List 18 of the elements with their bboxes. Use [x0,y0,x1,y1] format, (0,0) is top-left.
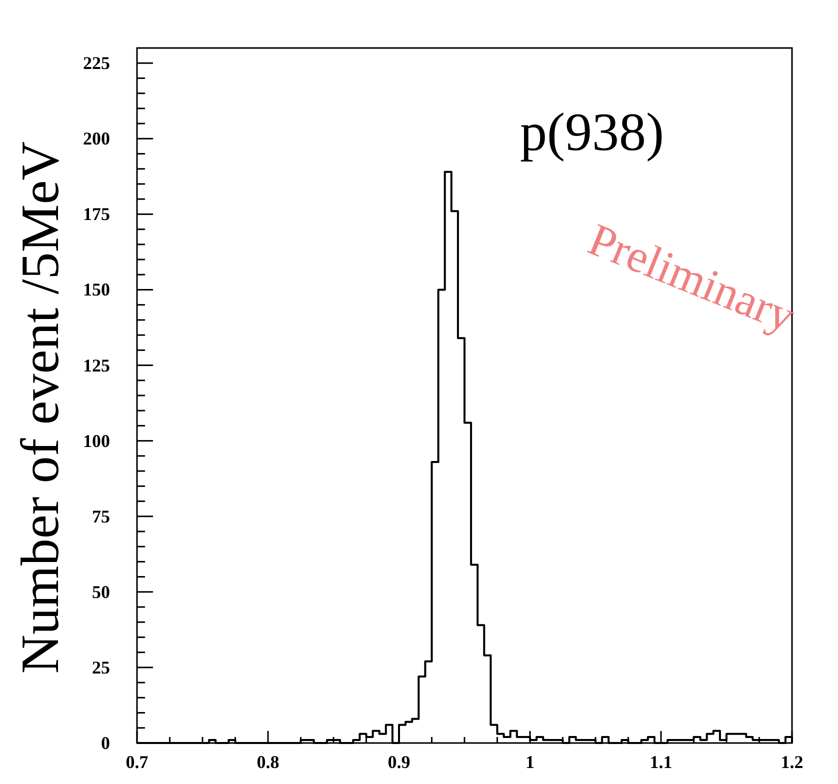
x-tick-label: 1.1 [650,752,672,772]
y-tick-label: 225 [83,53,110,74]
x-tick-label: 0.9 [388,752,410,772]
x-tick-label: 0.7 [126,752,148,772]
y-tick-label: 25 [92,657,110,678]
y-tick-label: 75 [92,506,110,526]
y-tick-label: 50 [92,582,110,602]
x-tick-label: 1.2 [780,752,804,772]
y-tick-label: 125 [83,355,110,376]
y-axis-title: Number of event /5MeV [10,141,70,674]
y-tick-label: 200 [83,128,110,149]
y-tick-label: 150 [83,280,110,300]
y-tick-label: 100 [83,430,110,451]
x-tick-label: 1 [526,752,534,772]
x-tick-label: 0.8 [256,752,280,772]
annotation: p(938) [520,102,664,162]
y-tick-label: 0 [101,733,110,753]
y-tick-label: 175 [83,204,110,224]
